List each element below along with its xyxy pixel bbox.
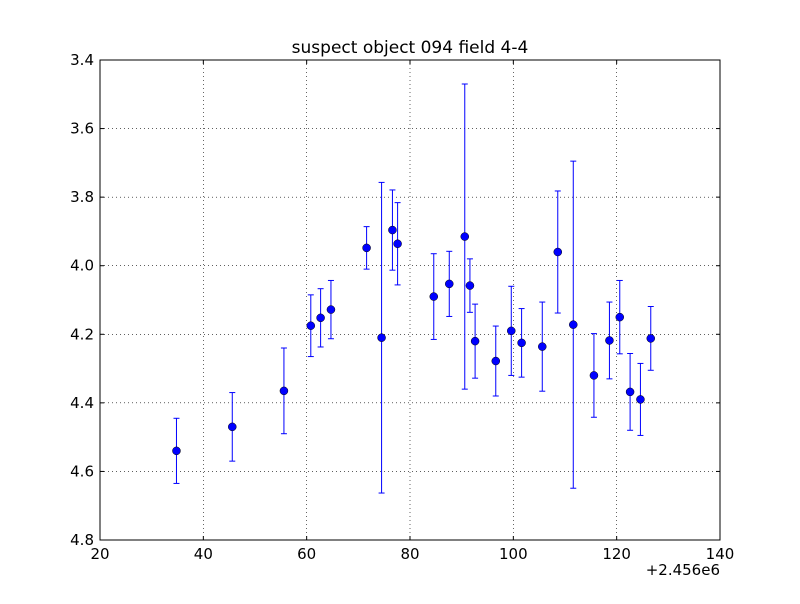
data-point <box>646 334 656 343</box>
x-tick-label: 20 <box>90 545 109 563</box>
data-point <box>445 279 454 289</box>
data-point <box>228 422 237 432</box>
y-tick-label: 3.6 <box>70 120 94 138</box>
data-point <box>553 247 563 257</box>
y-tick-label: 4.8 <box>70 531 94 549</box>
x-tick-label: 140 <box>706 545 735 563</box>
data-point <box>589 371 599 380</box>
y-tick-label: 3.4 <box>70 51 94 69</box>
data-point <box>605 336 614 345</box>
data-point <box>460 232 470 241</box>
data-point <box>279 386 289 396</box>
data-point <box>615 312 625 322</box>
data-point <box>636 395 645 404</box>
data-point <box>377 333 386 342</box>
chart-title: suspect object 094 field 4-4 <box>292 38 529 58</box>
data-point <box>507 326 516 336</box>
data-point <box>625 387 635 397</box>
data-series <box>172 83 656 494</box>
data-point <box>393 239 402 249</box>
data-point <box>362 243 371 253</box>
data-point <box>491 356 501 366</box>
x-tick-label: 80 <box>400 545 419 563</box>
data-point <box>517 338 526 348</box>
data-point <box>306 321 316 330</box>
x-tick-label: 100 <box>499 545 528 563</box>
data-point <box>470 336 480 346</box>
data-point <box>388 225 397 235</box>
y-tick-label: 4.0 <box>70 257 94 275</box>
x-tick-label: 40 <box>194 545 213 563</box>
data-point <box>326 305 336 314</box>
data-point <box>538 342 547 351</box>
ticks: 20 40 60 80 100 120 140 3.4 3.6 3.8 4.0 4.2 4.4 4.6 4.… <box>70 51 734 563</box>
y-tick-label: 4.2 <box>70 325 94 343</box>
grid <box>100 60 720 540</box>
x-offset-label: +2.456e6 <box>646 561 720 579</box>
y-tick-label: 4.6 <box>70 462 94 480</box>
data-point <box>465 281 475 290</box>
data-point <box>429 292 439 301</box>
x-tick-label: 60 <box>297 545 316 563</box>
y-tick-label: 3.8 <box>70 188 94 206</box>
data-point <box>316 313 325 323</box>
data-point <box>569 320 578 329</box>
x-tick-label: 120 <box>602 545 631 563</box>
data-point <box>172 446 181 456</box>
y-tick-label: 4.4 <box>70 394 94 412</box>
